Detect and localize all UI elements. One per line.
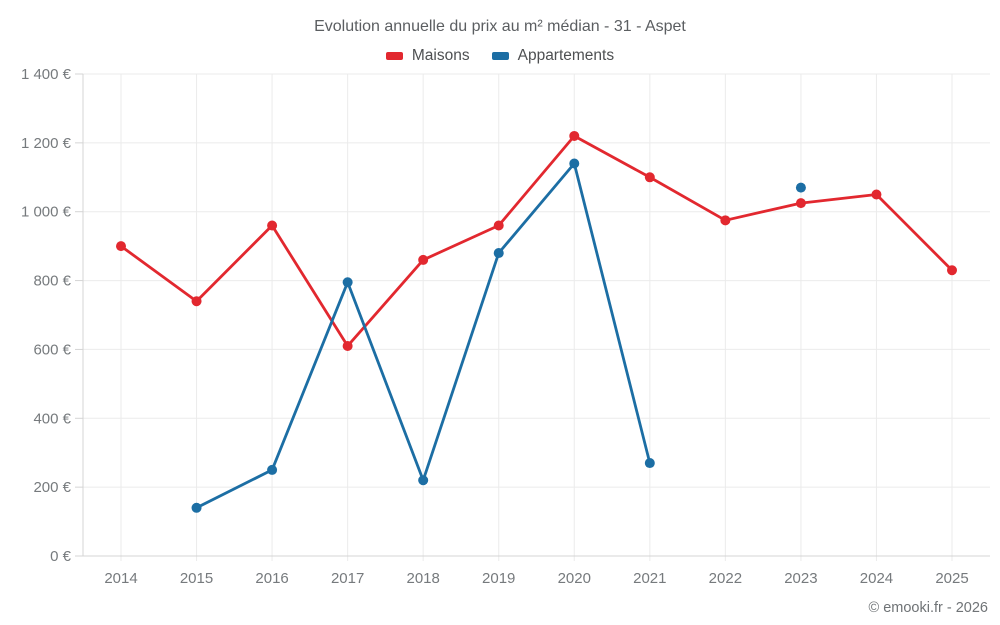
data-point-appartements-2019[interactable]	[493, 248, 504, 259]
x-tick-label: 2021	[633, 570, 666, 587]
x-tick-label: 2015	[180, 570, 213, 587]
legend-marker-appartements-icon	[491, 52, 509, 60]
data-point-maisons-2014[interactable]	[116, 241, 126, 252]
x-tick-label: 2023	[784, 570, 817, 587]
data-point-maisons-2023[interactable]	[795, 198, 806, 209]
data-point-maisons-2024[interactable]	[871, 189, 882, 200]
x-tick-label: 2025	[935, 570, 968, 587]
data-point-appartements-2016[interactable]	[267, 464, 278, 475]
y-tick-label: 0 €	[50, 548, 72, 565]
data-point-maisons-2019[interactable]	[493, 220, 504, 231]
data-point-maisons-2020[interactable]	[569, 130, 580, 141]
chart-title: Evolution annuelle du prix au m² médian …	[314, 18, 686, 35]
data-point-maisons-2022[interactable]	[720, 215, 731, 226]
y-tick-label: 1 400 €	[21, 66, 72, 83]
data-point-appartements-2017[interactable]	[342, 277, 353, 288]
data-point-maisons-2016[interactable]	[267, 220, 278, 231]
y-tick-label: 400 €	[33, 410, 71, 427]
data-point-maisons-2021[interactable]	[644, 172, 655, 183]
legend-item-appartements[interactable]: Appartements	[491, 47, 615, 65]
series-line-maisons	[119, 134, 954, 348]
data-point-appartements-2023[interactable]	[795, 182, 806, 193]
data-point-appartements-2020[interactable]	[569, 158, 580, 169]
legend-item-maisons[interactable]: Maisons	[385, 47, 470, 65]
x-tick-label: 2018	[406, 570, 439, 587]
data-point-appartements-2021[interactable]	[644, 458, 655, 469]
legend-label-maisons: Maisons	[411, 47, 470, 64]
y-tick-label: 600 €	[33, 341, 71, 358]
x-tick-label: 2014	[104, 570, 137, 587]
data-point-appartements-2015[interactable]	[191, 502, 202, 513]
data-point-maisons-2017[interactable]	[342, 340, 353, 351]
x-tick-label: 2017	[331, 570, 364, 587]
data-point-appartements-2018[interactable]	[418, 475, 429, 486]
x-tick-label: 2022	[709, 570, 742, 587]
chart-legend: Maisons Appartements	[0, 47, 1000, 65]
x-tick-label: 2019	[482, 570, 515, 587]
copyright-text: © emooki.fr - 2026	[868, 600, 988, 616]
data-point-maisons-2025[interactable]	[947, 265, 957, 276]
x-tick-label: 2020	[558, 570, 591, 587]
data-point-maisons-2018[interactable]	[418, 254, 429, 265]
x-tick-label: 2024	[860, 570, 893, 587]
x-tick-label: 2016	[255, 570, 288, 587]
y-tick-label: 800 €	[33, 273, 71, 290]
y-tick-label: 200 €	[33, 479, 71, 496]
y-tick-label: 1 000 €	[21, 204, 72, 221]
data-point-maisons-2015[interactable]	[191, 296, 202, 307]
legend-label-appartements: Appartements	[517, 47, 615, 64]
y-tick-label: 1 200 €	[21, 135, 72, 152]
legend-marker-maisons-icon	[385, 52, 403, 60]
